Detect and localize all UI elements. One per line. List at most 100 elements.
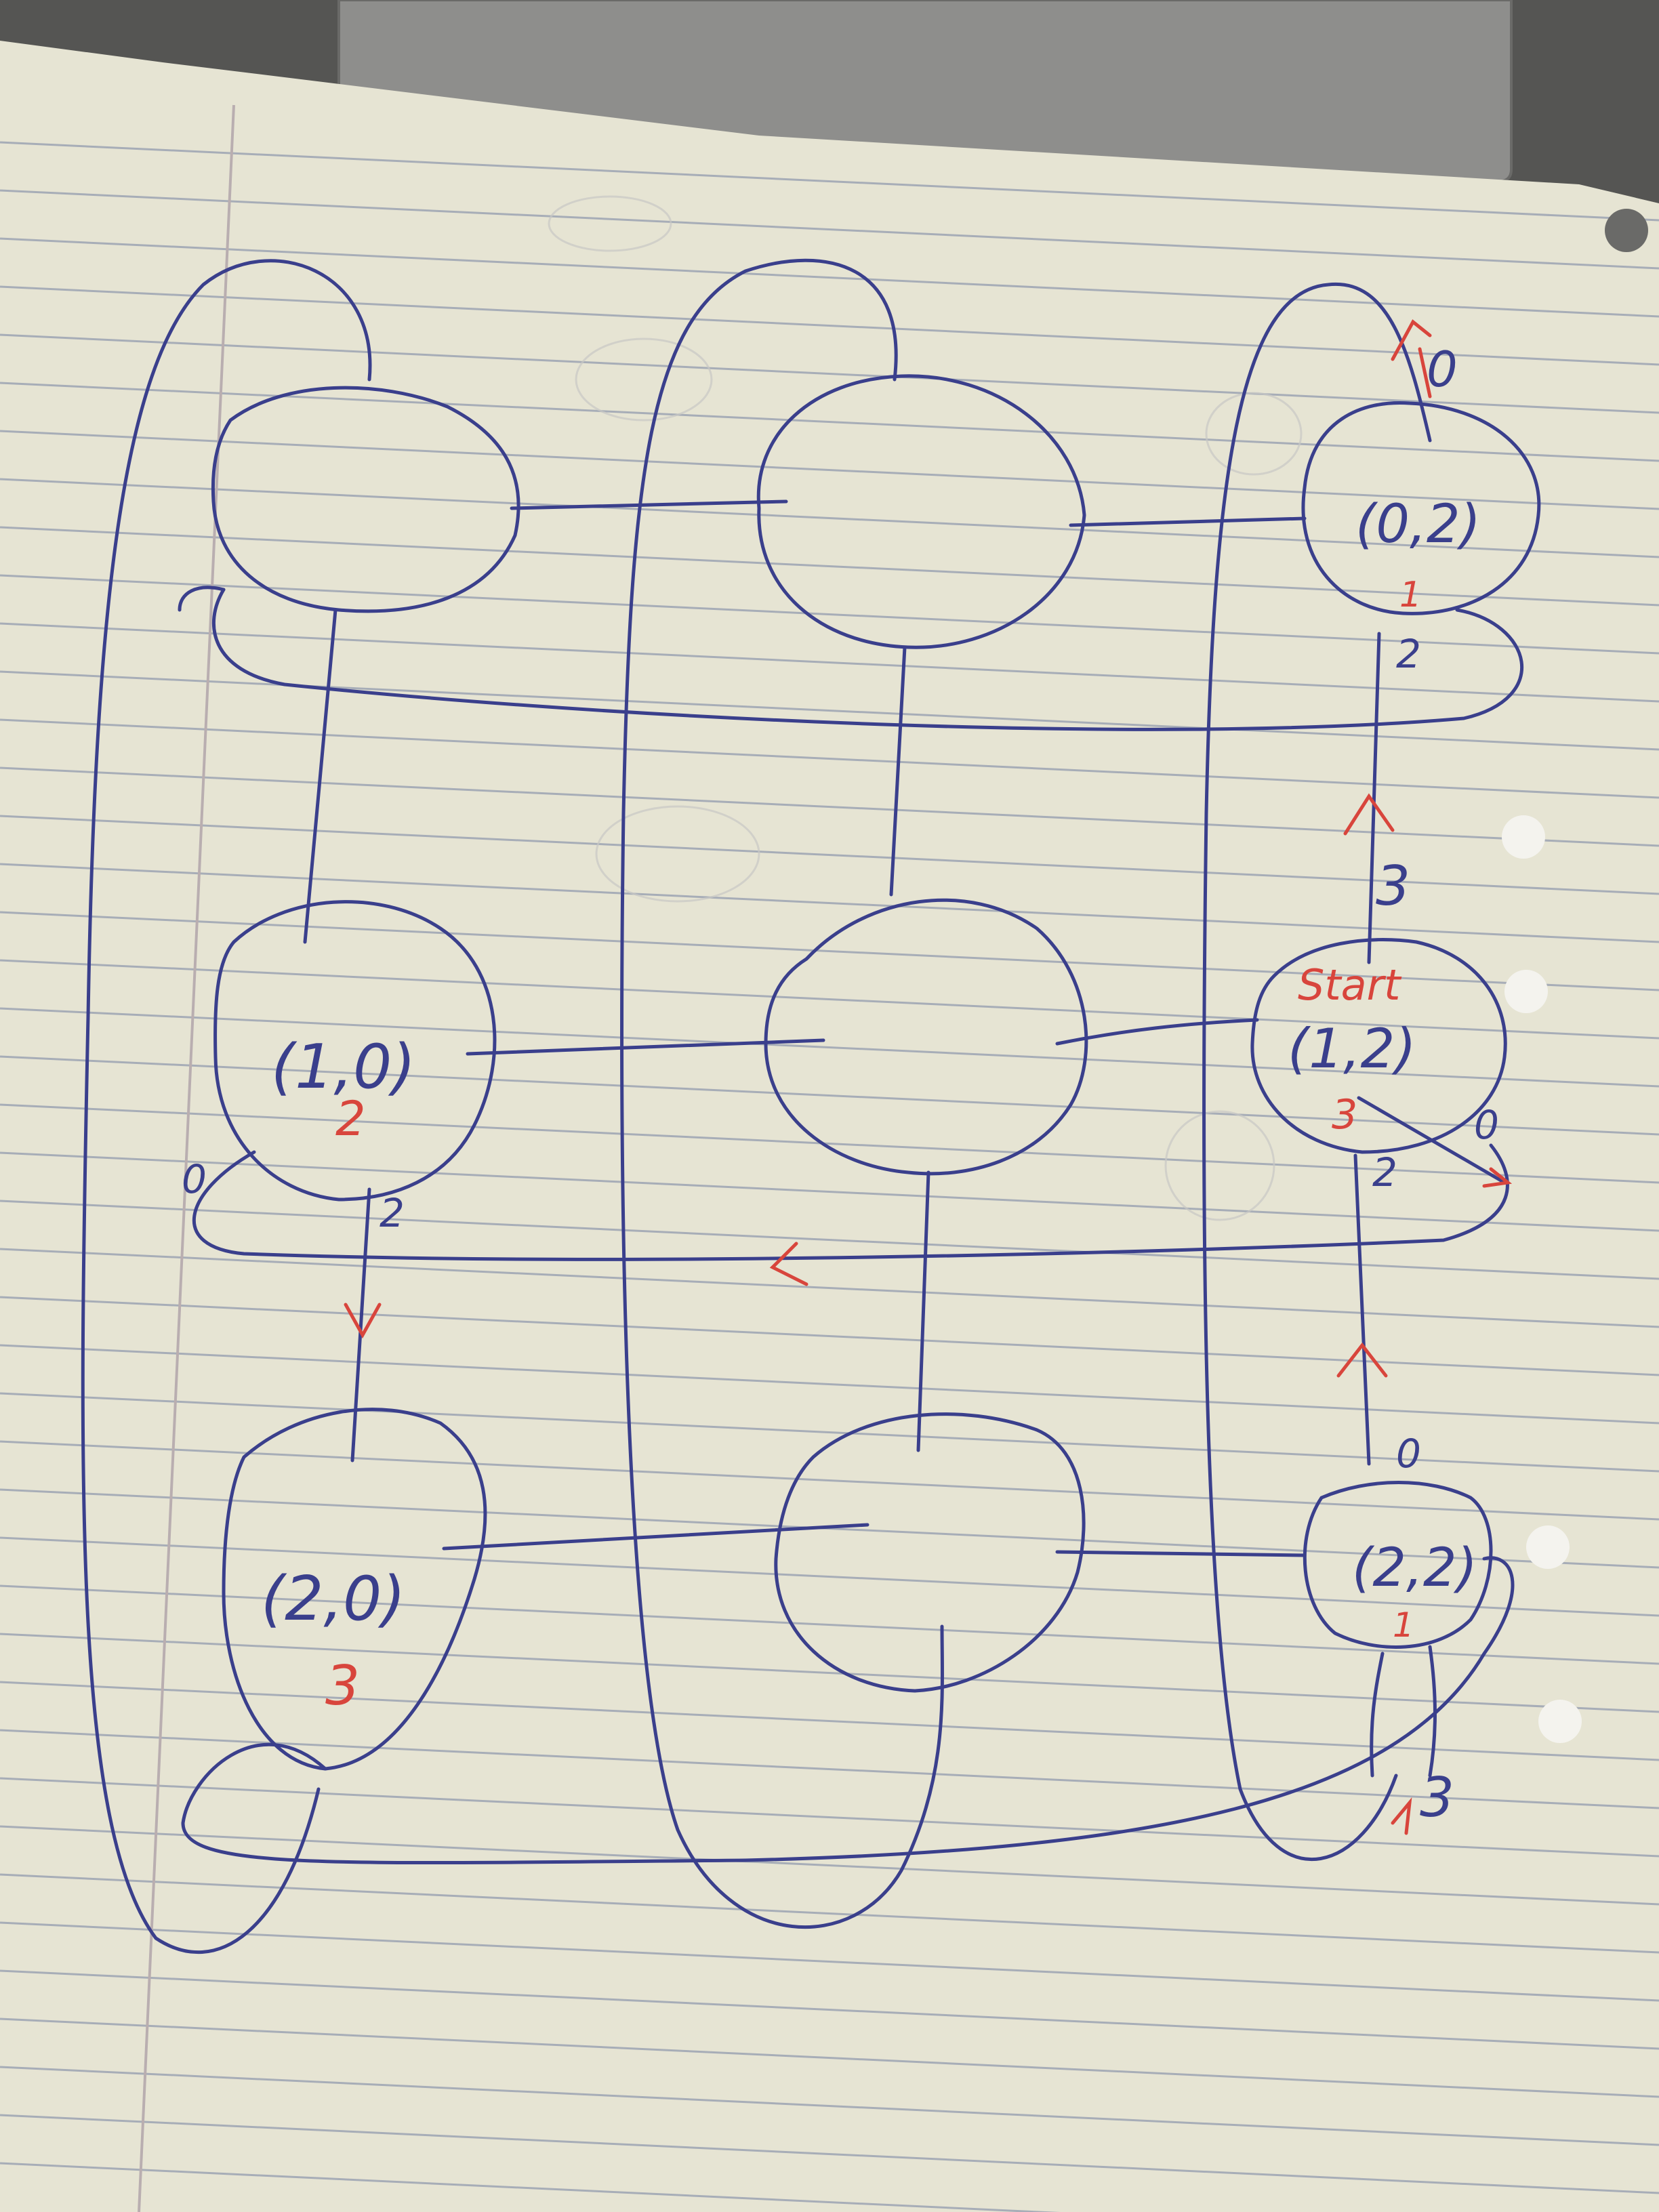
node-n10-weight: 2 [335, 1091, 366, 1147]
rule-line [0, 574, 1659, 655]
edge-weight-labels: 0 2 3 0 2 0 2 0 3 [182, 341, 1499, 1829]
rule-line [0, 189, 1659, 270]
rule-line [0, 1296, 1659, 1376]
rule-line [0, 1633, 1659, 1713]
node-labels: (0,2) 1 (1,0) 2 Start (1,2) 3 (2,0) 3 (2… [261, 494, 1481, 1717]
edge-loop-left-outer [81, 259, 372, 1954]
arrow-n02-top [1391, 319, 1432, 361]
rule-line [0, 2162, 1061, 2212]
node-n10-label: (1,0) [271, 1031, 415, 1103]
notebook-paper [0, 41, 1659, 2212]
edge-n10-n11 [466, 1038, 825, 1056]
edge-n00-n10 [303, 608, 337, 944]
edge-n02-n12 [1367, 632, 1381, 964]
edge-loop-middle-outer [620, 258, 944, 1929]
arrow-n12-right [1482, 1167, 1513, 1188]
rule-line [0, 718, 1659, 799]
edge-n01-n02 [1069, 516, 1307, 527]
node-n21 [774, 1412, 1086, 1693]
edge-n22-down [1370, 1652, 1385, 1778]
edge-n12-n22 [1353, 1153, 1371, 1466]
rule-line [0, 2018, 1659, 2098]
node-n11 [764, 898, 1088, 1176]
edge-label-n10-down: 2 [380, 1190, 405, 1236]
rule-line [0, 333, 1659, 414]
node-n20-weight: 3 [325, 1654, 360, 1717]
node-n20-label: (2,0) [261, 1563, 405, 1635]
rule-line [0, 1344, 1659, 1425]
rule-line [0, 1825, 1659, 1906]
node-n02 [1301, 401, 1541, 615]
node-n00 [211, 386, 520, 613]
rule-line [0, 2114, 1659, 2194]
rule-line [0, 1248, 1659, 1328]
node-n22-weight: 1 [1393, 1605, 1414, 1645]
arrow-up-col2-upper [1343, 793, 1395, 836]
edge-label-n22-bottom: 3 [1420, 1766, 1454, 1829]
rule-line [0, 1584, 1659, 1665]
edge-loop-right-outer [1202, 282, 1432, 1862]
node-n02-weight: 1 [1399, 575, 1422, 615]
arrow-n02-top-line [1418, 347, 1432, 398]
edge-label-n02-top: 0 [1427, 341, 1458, 398]
arrow-up-col2-lower [1336, 1342, 1388, 1378]
arrow-down-col0 [344, 1303, 382, 1339]
graph-edges [81, 258, 1524, 1954]
edge-row0-wrap-hook [178, 586, 226, 612]
rule-line [0, 1969, 1659, 2050]
edge-label-n10-left: 0 [182, 1156, 207, 1202]
node-n22-label: (2,2) [1352, 1538, 1477, 1599]
edge-n20-n21 [442, 1523, 869, 1551]
rule-line [0, 1681, 1659, 1761]
rule-line [0, 1729, 1659, 1809]
rule-line [0, 285, 1659, 366]
edge-row0-wrap [211, 588, 1524, 731]
node-n12-label: (1,2) [1288, 1017, 1416, 1080]
edge-label-n12-down: 2 [1372, 1149, 1397, 1195]
node-n12 [1250, 938, 1507, 1154]
rule-line [0, 1055, 1659, 1136]
rule-line [0, 815, 1659, 895]
edge-row1-wrap [192, 1143, 1509, 1261]
rule-line [0, 1440, 1659, 1521]
rule-line [0, 1873, 1659, 1954]
node-n10 [213, 900, 497, 1202]
rule-line [0, 141, 1659, 222]
rule-line [0, 1536, 1659, 1617]
node-n20 [222, 1408, 487, 1771]
node-n22 [1303, 1481, 1493, 1649]
rule-line [0, 959, 1659, 1040]
node-n01 [756, 374, 1086, 649]
rule-line [0, 526, 1659, 607]
node-n12-tag: Start [1298, 960, 1402, 1010]
rule-line [0, 1200, 1659, 1280]
rule-line [0, 1007, 1659, 1088]
edge-label-n12-up: 3 [1376, 855, 1410, 918]
rule-line [0, 766, 1659, 847]
rule-line [0, 2066, 1659, 2146]
edge-n01-n11 [889, 645, 907, 897]
edge-n22-up-arrow-line [1428, 1645, 1437, 1778]
rule-line [0, 1921, 1659, 2002]
erased-marks [548, 195, 1303, 1221]
margin-line [138, 104, 235, 2212]
rule-line [0, 478, 1659, 558]
rule-line [0, 911, 1659, 991]
rule-line [0, 1392, 1659, 1473]
punch-holes [1502, 209, 1648, 1743]
node-n02-label: (0,2) [1355, 494, 1481, 555]
edge-row2-wrap [181, 1556, 1515, 1865]
rule-line [0, 430, 1659, 510]
rule-line [0, 863, 1659, 943]
red-arrows [344, 319, 1513, 1835]
edge-n11-n12 [1055, 1018, 1259, 1046]
rule-line [0, 1151, 1659, 1232]
rule-line [0, 1103, 1659, 1184]
edge-n10-n20 [350, 1187, 371, 1462]
edge-label-n02-down: 2 [1396, 631, 1421, 677]
rule-line [0, 670, 1659, 751]
graph-nodes [211, 374, 1541, 1771]
rule-line [0, 237, 1659, 318]
arrow-n22-bottom [1391, 1797, 1412, 1835]
